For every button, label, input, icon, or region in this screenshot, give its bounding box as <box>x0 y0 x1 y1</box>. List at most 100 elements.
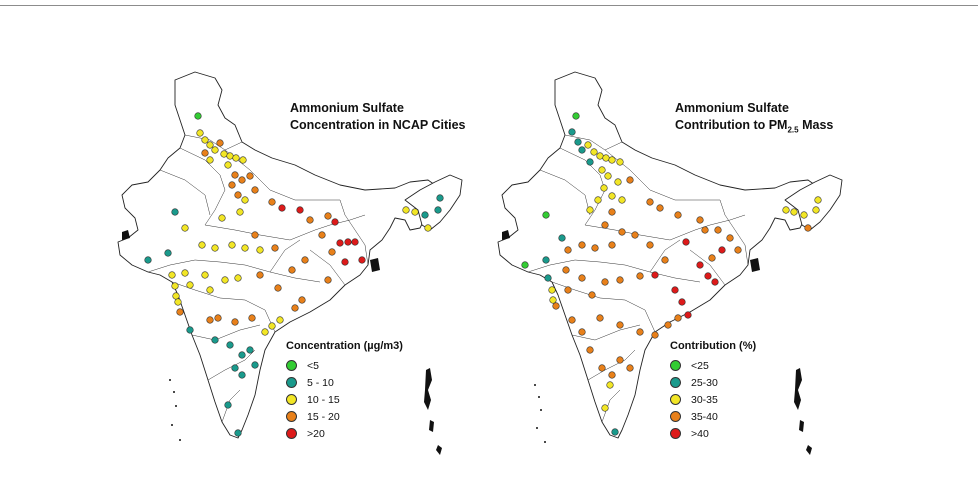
legend-swatch <box>670 428 681 439</box>
city-marker <box>614 178 622 186</box>
city-marker <box>572 112 580 120</box>
city-marker <box>726 234 734 242</box>
title-line-2-prefix: Contribution to PM <box>675 118 788 132</box>
city-marker <box>246 172 254 180</box>
city-marker <box>616 321 624 329</box>
legend-swatch <box>670 360 681 371</box>
city-marker <box>168 271 176 279</box>
city-marker <box>434 206 442 214</box>
city-marker <box>586 346 594 354</box>
city-markers <box>144 112 444 437</box>
northeast-outline <box>784 174 843 231</box>
city-marker <box>186 326 194 334</box>
legend-label: 15 - 20 <box>307 410 340 423</box>
legend-swatch <box>670 377 681 388</box>
city-marker <box>584 141 592 149</box>
legend-label: <5 <box>307 359 319 372</box>
city-marker <box>564 246 572 254</box>
city-marker <box>782 206 790 214</box>
city-marker <box>238 371 246 379</box>
city-marker <box>696 216 704 224</box>
city-marker <box>636 272 644 280</box>
city-marker <box>646 241 654 249</box>
city-marker <box>701 226 709 234</box>
city-marker <box>631 231 639 239</box>
map-title: Ammonium Sulfate Contribution to PM2.5 M… <box>675 100 833 139</box>
city-marker <box>421 211 429 219</box>
legend-item: 25-30 <box>670 374 756 391</box>
city-marker <box>234 191 242 199</box>
city-marker <box>186 281 194 289</box>
city-marker <box>241 244 249 252</box>
city-marker <box>251 231 259 239</box>
city-marker <box>601 221 609 229</box>
legend-swatch <box>286 411 297 422</box>
city-marker <box>324 276 332 284</box>
city-marker <box>176 308 184 316</box>
city-marker <box>678 298 686 306</box>
city-marker <box>234 429 242 437</box>
city-marker <box>211 146 219 154</box>
city-marker <box>608 156 616 164</box>
city-marker <box>174 298 182 306</box>
city-marker <box>718 246 726 254</box>
city-marker <box>636 328 644 336</box>
city-marker <box>318 231 326 239</box>
city-marker <box>201 136 209 144</box>
legend-label: 5 - 10 <box>307 376 334 389</box>
legend-swatch <box>286 377 297 388</box>
legend-item: <5 <box>286 357 403 374</box>
city-marker <box>682 238 690 246</box>
legend-item: 30-35 <box>670 391 756 408</box>
city-marker <box>246 346 254 354</box>
city-marker <box>231 364 239 372</box>
city-marker <box>211 244 219 252</box>
title-line-2-suffix: Mass <box>798 118 834 132</box>
city-marker <box>336 239 344 247</box>
city-marker <box>548 286 556 294</box>
legend-title: Concentration (µg/m3) <box>286 340 403 352</box>
city-marker <box>586 206 594 214</box>
city-marker <box>521 261 529 269</box>
city-marker <box>291 304 299 312</box>
city-marker <box>734 246 742 254</box>
legend-item: <25 <box>670 357 756 374</box>
city-marker <box>198 241 206 249</box>
city-marker <box>206 141 214 149</box>
legend: Concentration (µg/m3) <5 5 - 10 10 - 15 … <box>286 340 403 442</box>
city-marker <box>278 204 286 212</box>
city-marker <box>216 139 224 147</box>
legend-swatch <box>286 394 297 405</box>
city-marker <box>276 316 284 324</box>
city-marker <box>568 316 576 324</box>
city-marker <box>562 266 570 274</box>
city-marker <box>618 196 626 204</box>
city-marker <box>256 271 264 279</box>
city-marker <box>651 331 659 339</box>
city-marker <box>331 218 339 226</box>
city-marker <box>358 256 366 264</box>
city-marker <box>251 186 259 194</box>
legend-label: 30-35 <box>691 393 718 406</box>
city-marker <box>239 156 247 164</box>
city-marker <box>220 150 228 158</box>
city-marker <box>234 274 242 282</box>
city-marker <box>206 316 214 324</box>
city-marker <box>424 224 432 232</box>
india-outline <box>117 71 443 439</box>
legend-label: >40 <box>691 427 709 440</box>
city-marker <box>616 356 624 364</box>
legend-label: 25-30 <box>691 376 718 389</box>
city-marker <box>231 318 239 326</box>
city-marker <box>231 171 239 179</box>
city-marker <box>608 241 616 249</box>
city-marker <box>194 112 202 120</box>
city-marker <box>181 224 189 232</box>
city-marker <box>172 292 180 300</box>
legend-item: 10 - 15 <box>286 391 403 408</box>
city-marker <box>568 128 576 136</box>
city-marker <box>590 148 598 156</box>
city-marker <box>288 266 296 274</box>
city-marker <box>800 211 808 219</box>
city-marker <box>714 226 722 234</box>
